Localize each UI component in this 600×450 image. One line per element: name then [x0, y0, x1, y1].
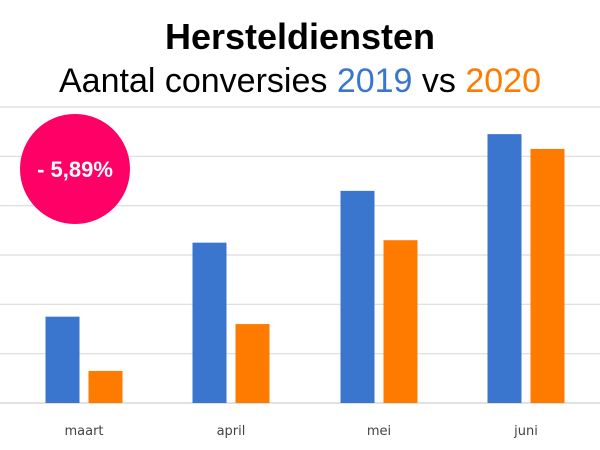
chart-title: Hersteldiensten: [165, 16, 435, 57]
bar-2019-maart: [45, 316, 80, 403]
bar-2020-juni: [530, 148, 565, 403]
bar-2020-april: [235, 324, 270, 403]
bar-2019-juni: [487, 134, 522, 403]
subtitle-year-2020: 2020: [465, 62, 541, 100]
x-tick-label-maart: maart: [64, 424, 103, 439]
subtitle-middle: vs: [412, 62, 465, 100]
x-tick-labels: maart april mei juni: [64, 424, 537, 439]
bars: [45, 134, 565, 403]
subtitle-year-2019: 2019: [337, 62, 413, 100]
bar-2020-maart: [88, 370, 123, 403]
bar-2019-mei: [340, 190, 375, 403]
badge-circle: [20, 114, 130, 224]
x-tick-label-mei: mei: [367, 424, 391, 439]
chart-subtitle: Aantal conversies 2019 vs 2020: [59, 62, 541, 100]
subtitle-prefix: Aantal conversies: [59, 62, 337, 100]
x-tick-label-april: april: [217, 424, 246, 439]
bar-2019-april: [192, 242, 227, 403]
x-tick-label-juni: juni: [513, 424, 538, 439]
bar-2020-mei: [383, 240, 418, 403]
badge-text: - 5,89%: [37, 157, 113, 182]
change-badge: - 5,89%: [20, 114, 130, 224]
